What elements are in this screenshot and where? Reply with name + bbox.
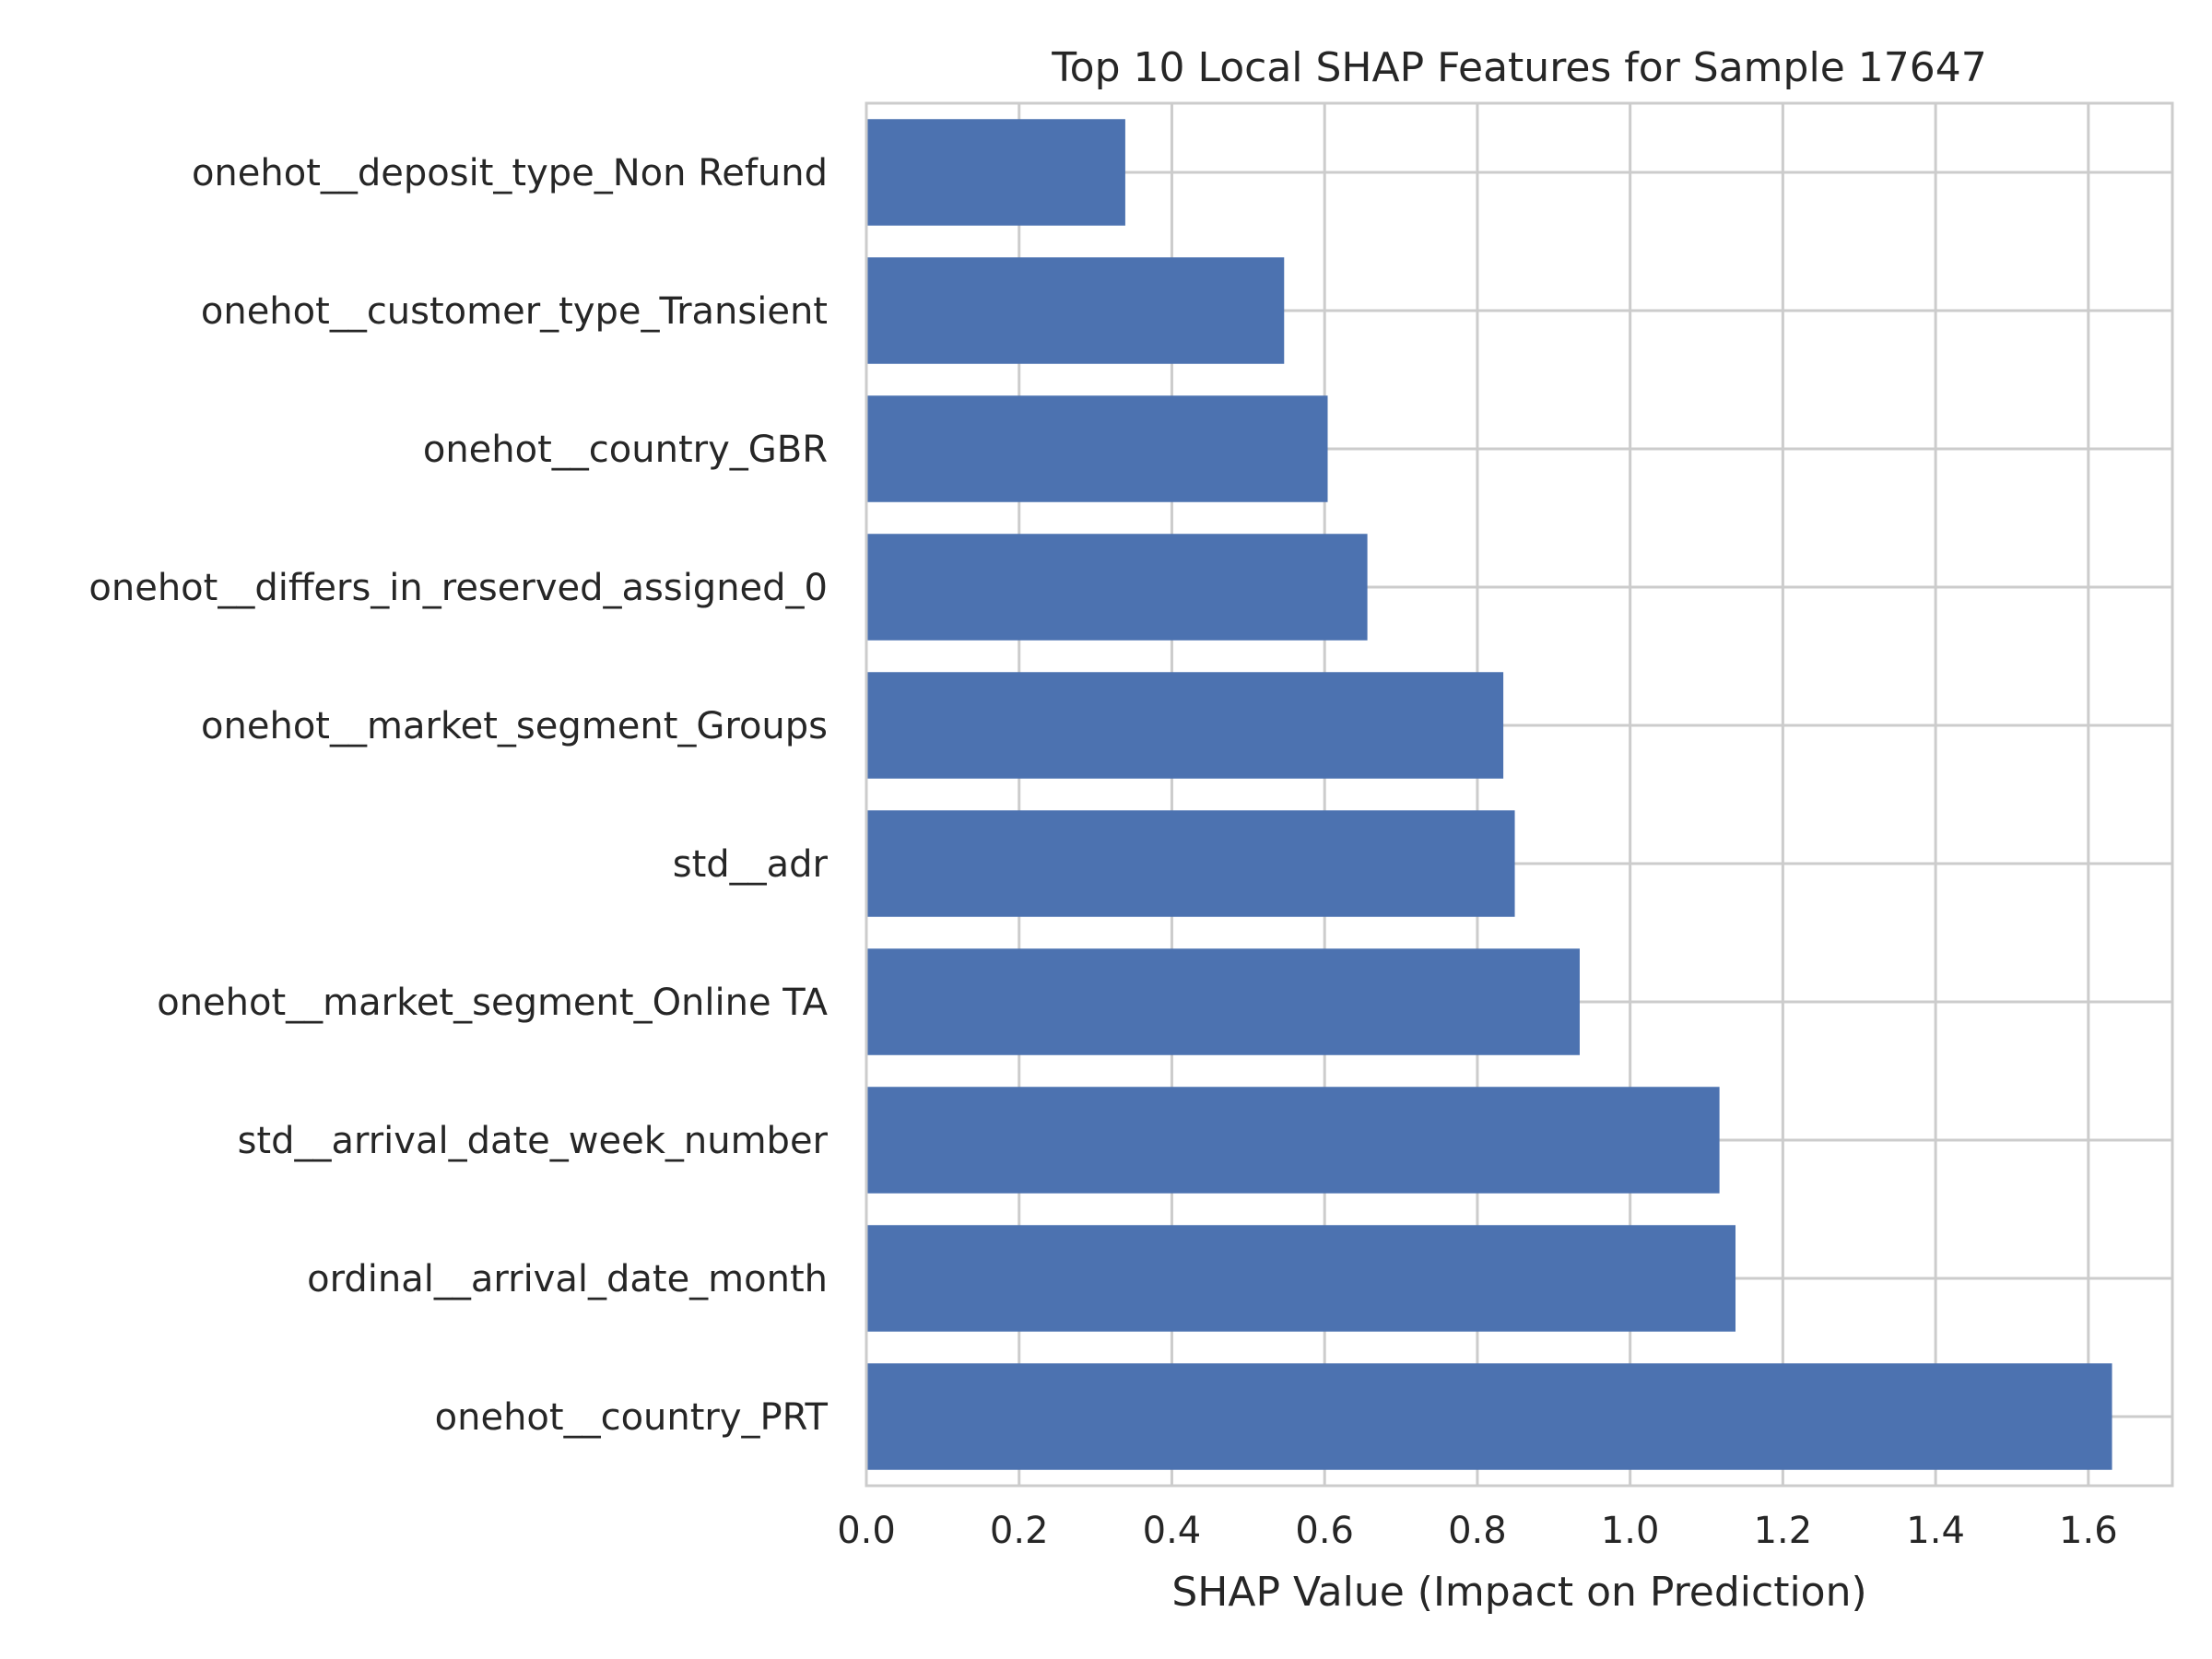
chart-title: Top 10 Local SHAP Features for Sample 17… (1051, 44, 1986, 91)
y-tick-label: onehot__customer_type_Transient (201, 290, 828, 333)
y-tick-label: ordinal__arrival_date_month (307, 1258, 828, 1300)
y-tick-label: onehot__market_segment_Groups (201, 705, 828, 747)
bar (866, 672, 1504, 779)
bar (866, 1363, 2112, 1470)
y-tick-label: onehot__market_segment_Online TA (157, 982, 828, 1024)
bar (866, 810, 1515, 917)
y-tick-label: onehot__deposit_type_Non Refund (192, 152, 828, 194)
x-tick-label: 0.0 (837, 1510, 896, 1552)
y-tick-label: std__arrival_date_week_number (238, 1120, 829, 1162)
x-tick-label: 0.6 (1295, 1510, 1354, 1552)
bar (866, 1225, 1736, 1332)
plot-frame (865, 101, 2174, 1488)
x-tick-label: 0.8 (1448, 1510, 1507, 1552)
bar (866, 395, 1328, 502)
y-tick-label: onehot__differs_in_reserved_assigned_0 (88, 567, 828, 609)
x-tick-label: 0.2 (990, 1510, 1049, 1552)
x-tick-label: 1.0 (1601, 1510, 1660, 1552)
bars (866, 119, 2112, 1470)
bar (866, 119, 1125, 226)
bar (866, 1087, 1720, 1194)
bar (866, 948, 1580, 1055)
bar (866, 257, 1285, 364)
y-tick-label: onehot__country_PRT (435, 1396, 829, 1439)
y-tick-label: onehot__country_GBR (423, 429, 828, 471)
x-tick-labels: 0.0 0.2 0.4 0.6 0.8 1.0 1.2 1.4 1.6 (837, 1510, 2117, 1552)
x-tick-label: 0.4 (1143, 1510, 1202, 1552)
x-tick-label: 1.4 (1906, 1510, 1965, 1552)
x-axis-label: SHAP Value (Impact on Prediction) (1171, 1569, 1866, 1616)
bar (866, 534, 1368, 641)
y-tick-labels: onehot__deposit_type_Non Refund onehot__c… (88, 152, 828, 1439)
x-tick-label: 1.6 (2059, 1510, 2118, 1552)
x-tick-label: 1.2 (1754, 1510, 1813, 1552)
y-tick-label: std__adr (673, 843, 829, 886)
